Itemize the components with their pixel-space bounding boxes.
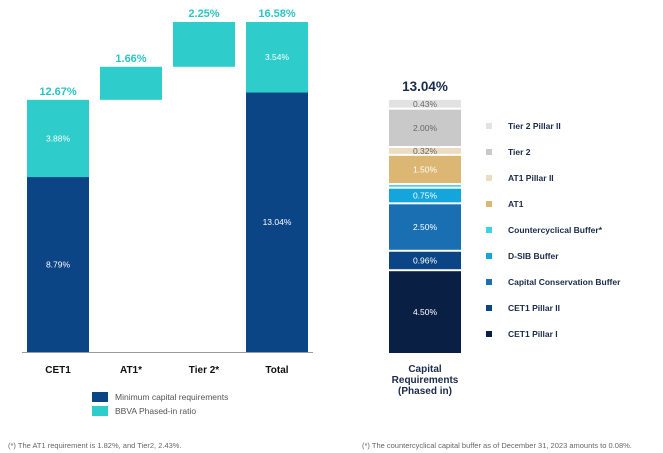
legend-swatch-at1 xyxy=(486,201,492,207)
bar-total-phased-in xyxy=(246,22,308,93)
stack-category-label-line: (Phased in) xyxy=(398,386,452,397)
bar-label-cet1-phased-in: 3.88% xyxy=(46,133,71,143)
legend-swatch-tier-2-pillar-ii xyxy=(486,123,492,129)
legend-swatch-cet1-pillar-ii xyxy=(486,305,492,311)
total-label-total: 16.58% xyxy=(258,8,296,20)
legend-label-tier-2: Tier 2 xyxy=(508,147,531,157)
legend-swatch-minimum xyxy=(92,392,108,402)
bar-tier-2-phased-in xyxy=(173,22,235,67)
legend-item-phased-in: BBVA Phased-in ratio xyxy=(92,406,196,416)
legend-swatch-d-sib-buffer xyxy=(486,253,492,259)
legend-swatch-countercyclical-buffer xyxy=(486,227,492,233)
bar-total-minimum xyxy=(246,92,308,353)
legend-label-minimum: Minimum capital requirements xyxy=(115,392,229,402)
stack-label-cet1-pillar-ii: 0.96% xyxy=(413,255,438,265)
stack-segment-countercyclical-buffer xyxy=(389,185,461,187)
stack-segment-tier-2-pillar-ii xyxy=(389,99,461,108)
legend-label-capital-conservation-buffer: Capital Conservation Buffer xyxy=(508,277,621,287)
bar-cet1-phased-in xyxy=(27,99,89,178)
stack-category-label-line: Capital xyxy=(408,364,442,375)
stack-label-d-sib-buffer: 0.75% xyxy=(413,191,438,201)
legend-swatch-capital-conservation-buffer xyxy=(486,279,492,285)
stack-label-tier-2-pillar-ii: 0.43% xyxy=(413,99,438,109)
stack-segment-tier-2 xyxy=(389,109,461,147)
stack-label-at1-pillar-ii: 0.32% xyxy=(413,146,438,156)
legend-label-tier-2-pillar-ii: Tier 2 Pillar II xyxy=(508,121,561,131)
total-label-tier-2: 2.25% xyxy=(188,8,219,20)
footnote-left: (*) The AT1 requirement is 1.82%, and Ti… xyxy=(8,441,182,450)
stack-segment-d-sib-buffer xyxy=(389,188,461,203)
footnote-right: (*) The countercyclical capital buffer a… xyxy=(362,441,632,450)
total-label-at1: 1.66% xyxy=(115,53,146,65)
bar-cet1-minimum xyxy=(27,177,89,352)
legend-swatch-cet1-pillar-i xyxy=(486,331,492,337)
bar-at1-phased-in xyxy=(100,66,162,100)
category-label-cet1: CET1 xyxy=(45,365,71,376)
legend-swatch-at1-pillar-ii xyxy=(486,175,492,181)
legend-label-cet1-pillar-i: CET1 Pillar I xyxy=(508,329,558,339)
stack-label-at1: 1.50% xyxy=(413,164,438,174)
stack-segment-cet1-pillar-i xyxy=(389,271,461,353)
legend-label-at1: AT1 xyxy=(508,199,524,209)
legend-label-at1-pillar-ii: AT1 Pillar II xyxy=(508,173,554,183)
legend-item-minimum: Minimum capital requirements xyxy=(92,392,228,402)
stack-label-capital-conservation-buffer: 2.50% xyxy=(413,222,438,232)
stack-segment-capital-conservation-buffer xyxy=(389,204,461,250)
legend-swatch-phased-in xyxy=(92,406,108,416)
bar-label-total-phased-in: 3.54% xyxy=(265,52,290,62)
stack-segment-cet1-pillar-ii xyxy=(389,251,461,270)
legend-swatch-tier-2 xyxy=(486,149,492,155)
category-label-total: Total xyxy=(265,365,288,376)
legend-label-phased-in: BBVA Phased-in ratio xyxy=(115,406,197,416)
total-label-cet1: 12.67% xyxy=(39,86,77,98)
category-label-at1: AT1* xyxy=(120,365,142,376)
stack-segment-at1 xyxy=(389,155,461,184)
stack-total-title: 13.04% xyxy=(402,79,448,94)
stack-label-tier-2: 2.00% xyxy=(413,123,438,133)
legend-label-cet1-pillar-ii: CET1 Pillar II xyxy=(508,303,560,313)
stack-label-cet1-pillar-i: 4.50% xyxy=(413,307,438,317)
legend-label-countercyclical-buffer: Countercyclical Buffer* xyxy=(508,225,603,235)
category-label-tier-2: Tier 2* xyxy=(189,365,219,376)
legend-label-d-sib-buffer: D-SIB Buffer xyxy=(508,251,559,261)
bar-label-cet1-minimum: 8.79% xyxy=(46,260,71,270)
stack-category-label-line: Requirements xyxy=(392,375,459,386)
bar-label-total-minimum: 13.04% xyxy=(263,217,292,227)
stack-segment-at1-pillar-ii xyxy=(389,148,461,154)
